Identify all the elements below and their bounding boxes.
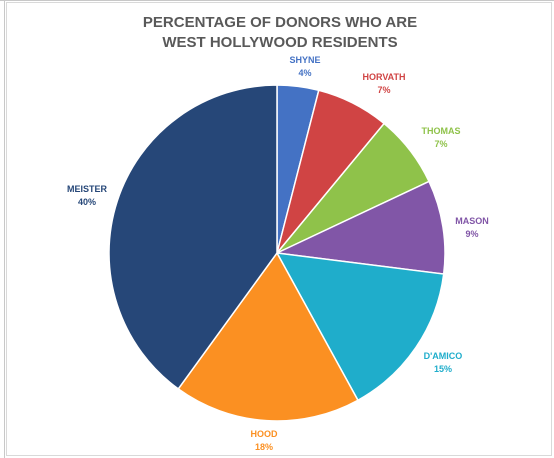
data-label-value-thomas: 7% (434, 139, 447, 149)
chart-title-line-2: WEST HOLLYWOOD RESIDENTS (162, 34, 398, 51)
data-label-value-mason: 9% (465, 229, 478, 239)
data-label-value-shyne: 4% (298, 68, 311, 78)
data-label-name-horvath: HORVATH (362, 72, 405, 82)
data-label-value-damico: 15% (434, 364, 452, 374)
pie-slice-meister[interactable] (108, 84, 278, 390)
pie-slice-damico[interactable] (275, 252, 445, 402)
data-label-value-hood: 18% (255, 442, 273, 452)
pie-slice-mason[interactable] (274, 180, 446, 275)
data-label-value-horvath: 7% (377, 85, 390, 95)
data-label-name-damico: D'AMICO (424, 351, 463, 361)
data-label-name-meister: MEISTER (67, 184, 108, 194)
data-label-name-thomas: THOMAS (422, 126, 461, 136)
pie-slice-hood[interactable] (177, 251, 359, 422)
chart-title: PERCENTAGE OF DONORS WHO ARE WEST HOLLYW… (7, 13, 553, 53)
grid-line (4, 0, 5, 458)
data-label-name-hood: HOOD (251, 429, 279, 439)
data-label-value-meister: 40% (78, 197, 96, 207)
chart-title-line-1: PERCENTAGE OF DONORS WHO ARE (142, 14, 418, 31)
data-label-name-mason: MASON (455, 216, 489, 226)
grid-line (0, 0, 554, 1)
data-label-name-shyne: SHYNE (289, 55, 320, 65)
